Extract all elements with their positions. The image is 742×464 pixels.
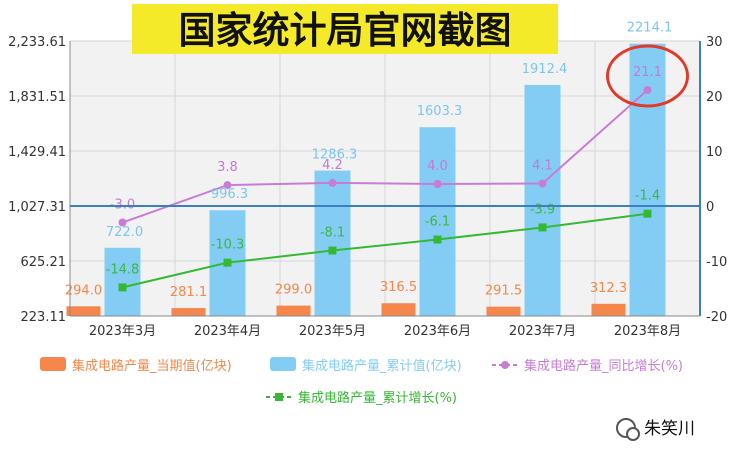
banner-title: 国家统计局官网截图 [179, 9, 512, 52]
data-label-current: 316.5 [380, 280, 417, 295]
yoy-point [643, 85, 652, 94]
y-left-tick-label: 223.11 [21, 310, 67, 325]
bar-current [66, 306, 101, 316]
cum-growth-data-label: -10.3 [211, 238, 245, 253]
data-label-current: 281.1 [170, 285, 207, 300]
series-lines [118, 85, 652, 292]
legend-swatch-marker [501, 361, 509, 369]
legend-label: 集成电路产量_累计增长(%) [298, 390, 457, 406]
y-left-tick-label: 625.21 [21, 255, 67, 270]
legend-swatch [270, 357, 296, 371]
cum-growth-point [643, 209, 652, 218]
yoy-point [328, 178, 337, 187]
y-right-tick-label: -10 [706, 255, 727, 270]
bar-cumulative [629, 43, 666, 317]
data-label-current: 294.0 [65, 283, 102, 298]
y-right-tick-label: -20 [706, 310, 727, 325]
data-label-cumulative: 1286.3 [312, 148, 358, 163]
yoy-data-label: 21.1 [633, 65, 662, 80]
cum-growth-point [223, 258, 232, 267]
axes [69, 41, 701, 317]
data-label-cumulative: 1603.3 [417, 104, 463, 119]
tick-labels: 2,233.61 1,831.51 1,429.41 1,027.31 625.21 22… [8, 35, 727, 339]
y-left-tick-label: 1,831.51 [8, 90, 66, 105]
bar-cumulative [314, 170, 351, 316]
cum-growth-data-label: -3.9 [530, 202, 555, 217]
overlay: 国家统计局官网截图 朱笑川 [132, 4, 695, 441]
x-tick-label: 2023年6月 [404, 324, 471, 339]
bar-cumulative [419, 127, 456, 316]
cum-growth-data-label: -6.1 [425, 215, 450, 230]
bar-cumulative [524, 84, 561, 316]
data-label-current: 291.5 [485, 284, 522, 299]
yoy-point [538, 179, 547, 188]
cum-growth-point [538, 223, 547, 232]
yoy-data-label: 4.0 [427, 159, 448, 174]
cum-growth-data-label: -14.8 [106, 262, 140, 277]
data-label-cumulative: 2214.1 [627, 21, 673, 36]
y-right-tick-label: 20 [706, 90, 723, 105]
cum-growth-point [328, 246, 337, 255]
x-tick-label: 2023年3月 [89, 324, 156, 339]
cum-growth-data-label: -8.1 [320, 226, 345, 241]
y-right-tick-label: 30 [706, 35, 723, 50]
bar-current [381, 303, 416, 316]
watermark: 朱笑川 [616, 418, 695, 441]
data-label-cumulative: 722.0 [106, 225, 143, 240]
watermark-text: 朱笑川 [644, 419, 695, 439]
grid-lines [69, 40, 701, 317]
bar-current [486, 306, 521, 316]
y-right-tick-label: 0 [706, 200, 714, 215]
bar-current [276, 305, 311, 316]
yoy-point [223, 181, 232, 190]
yoy-point [118, 218, 127, 227]
y-right-tick-label: 10 [706, 145, 723, 160]
legend-label: 集成电路产量_当期值(亿块) [72, 358, 232, 374]
legend-label: 集成电路产量_累计值(亿块) [302, 358, 462, 374]
bar-cumulative [104, 247, 141, 316]
banner-box [132, 4, 558, 54]
data-label-cumulative: 1912.4 [522, 62, 568, 77]
legend-swatch-marker [275, 393, 283, 401]
bars [66, 43, 666, 317]
y-left-tick-label: 2,233.61 [8, 35, 66, 50]
data-label-current: 299.0 [275, 283, 312, 298]
x-tick-label: 2023年8月 [614, 324, 681, 339]
bar-current [171, 308, 206, 316]
data-labels: 294.0 722.0 281.1 996.3 299.0 1286.3 316.5 1603… [65, 21, 672, 300]
legend-label: 集成电路产量_同比增长(%) [524, 358, 683, 374]
bar-current [591, 303, 626, 316]
x-tick-label: 2023年5月 [299, 324, 366, 339]
data-label-current: 312.3 [590, 281, 627, 296]
legend: 集成电路产量_当期值(亿块) 集成电路产量_累计值(亿块) 集成电路产量_同比增长(… [40, 357, 683, 406]
cum-growth-point [118, 283, 127, 292]
y-left-tick-label: 1,429.41 [8, 145, 66, 160]
yoy-data-label: 4.2 [322, 158, 343, 173]
yoy-data-label: 4.1 [532, 158, 553, 173]
data-label-cumulative: 996.3 [211, 187, 248, 202]
y-left-tick-label: 1,027.31 [8, 200, 66, 215]
yoy-data-label: 3.8 [217, 160, 238, 175]
x-tick-label: 2023年4月 [194, 324, 261, 339]
wechat-icon-small [626, 427, 640, 441]
cum-growth-line [122, 212, 648, 289]
yoy-line [122, 89, 649, 224]
cum-growth-data-label: -1.4 [635, 189, 660, 204]
legend-swatch [40, 357, 66, 371]
cum-growth-point [433, 235, 442, 244]
x-tick-label: 2023年7月 [509, 324, 576, 339]
highlight-circle [606, 44, 689, 108]
yoy-point [433, 180, 442, 188]
